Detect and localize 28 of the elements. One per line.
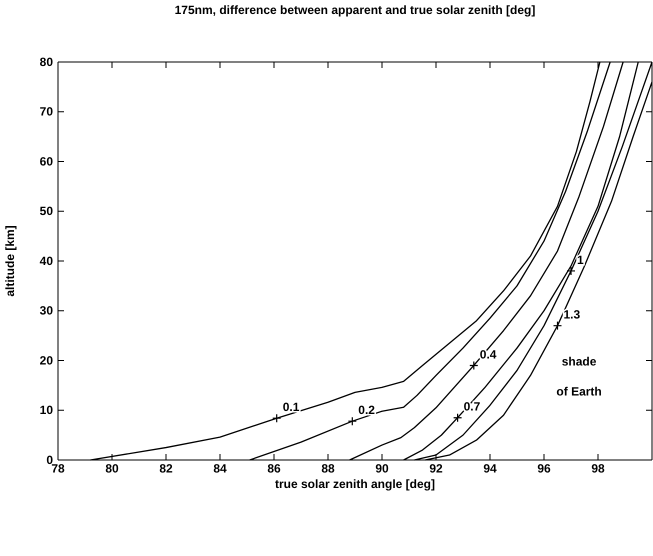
y-tick-label: 70 <box>40 104 54 119</box>
x-axis-title: true solar zenith angle [deg] <box>274 477 436 491</box>
x-tick-label: 86 <box>267 462 281 476</box>
y-tick-label: 30 <box>40 304 54 318</box>
x-tick-label: 90 <box>375 462 389 476</box>
y-tick-label: 60 <box>40 154 54 168</box>
annotation: shade <box>562 354 597 368</box>
y-tick-label: 80 <box>40 54 54 69</box>
x-tick-label: 94 <box>483 462 497 476</box>
x-tick-label: 78 <box>51 462 65 476</box>
y-tick-label: 40 <box>40 254 54 268</box>
x-tick-label: 80 <box>105 462 119 476</box>
x-tick-label: 84 <box>213 462 227 476</box>
y-tick-label: 50 <box>40 204 54 218</box>
y-tick-label: 10 <box>40 403 54 418</box>
y-axis-title: altitude [km] <box>3 225 17 297</box>
x-tick-label: 92 <box>429 462 443 476</box>
annotation: 1 <box>577 252 584 267</box>
annotation: 1.3 <box>564 308 581 322</box>
x-tick-label: 82 <box>159 462 173 476</box>
annotation: 0.2 <box>358 403 376 418</box>
x-tick-label: 88 <box>321 462 335 476</box>
x-tick-label: 96 <box>537 462 551 476</box>
x-tick-label: 98 <box>591 462 605 476</box>
chart-title: 175nm, difference between apparent and true solar zenith [deg] <box>174 3 536 17</box>
annotation: 0.1 <box>282 400 300 414</box>
annotation: of Earth <box>556 384 602 398</box>
y-tick-label: 20 <box>40 353 54 368</box>
